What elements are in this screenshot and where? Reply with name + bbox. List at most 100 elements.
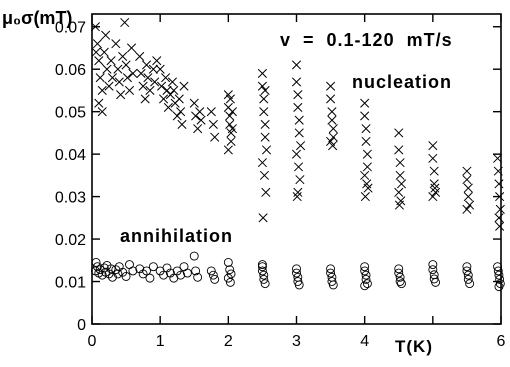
nucleation-point (148, 64, 158, 74)
nucleation-point (97, 107, 107, 117)
annihilation-point (208, 270, 218, 280)
nucleation-point (293, 102, 303, 112)
annihilation-point (395, 277, 405, 286)
nucleation-point (294, 115, 304, 125)
annihilation-point (328, 280, 338, 290)
nucleation-point (114, 77, 124, 87)
nucleation-point (176, 107, 186, 117)
x-tick-label: 0 (88, 333, 97, 350)
nucleation-point (179, 81, 189, 91)
nucleation-point (226, 136, 236, 146)
nucleation-point (361, 136, 371, 146)
annihilation-point (493, 262, 503, 272)
nucleation-point (258, 213, 268, 223)
annihilation-point (162, 263, 172, 273)
annihilation-annotation: annihilation (120, 226, 233, 246)
nucleation-point (327, 115, 337, 125)
nucleation-point (97, 85, 107, 95)
annihilation-point (495, 274, 505, 284)
nucleation-point (210, 132, 220, 142)
nucleation-point (360, 170, 370, 180)
nucleation-point (360, 98, 370, 108)
annihilation-point (326, 268, 336, 278)
nucleation-point (99, 47, 109, 57)
nucleation-point (493, 153, 503, 163)
nucleation-point (465, 200, 475, 210)
nucleation-point (225, 94, 235, 104)
nucleation-point (225, 119, 235, 129)
nucleation-point (162, 85, 172, 95)
annihilation-point (361, 274, 371, 284)
nucleation-point (428, 153, 438, 163)
annihilation-point (463, 274, 473, 284)
annihilation-point (191, 266, 201, 276)
nucleation-point (259, 107, 269, 117)
nucleation-point (193, 124, 203, 134)
nucleation-point (128, 68, 138, 79)
y-tick-label: 0.01 (55, 275, 86, 292)
x-tick-label: 2 (224, 333, 233, 350)
nucleation-point (104, 81, 114, 91)
y-axis-label: μ₀σ(mT) (2, 8, 72, 28)
annihilation-point (260, 279, 270, 289)
annihilation-point (225, 277, 235, 287)
nucleation-point (126, 43, 137, 53)
annihilation-point (360, 262, 370, 272)
nucleation-point (143, 73, 153, 83)
nucleation-point (161, 73, 171, 83)
nucleation-point (428, 141, 438, 151)
annihilation-point (106, 264, 116, 274)
nucleation-point (208, 119, 218, 129)
nucleation-point (136, 68, 146, 79)
nucleation-point (91, 47, 101, 57)
nucleation-point (196, 115, 206, 125)
nucleation-annotation: nucleation (352, 72, 452, 92)
annihilation-point (292, 268, 301, 278)
nucleation-point (150, 77, 160, 87)
annihilation-point (494, 270, 504, 280)
nucleation-point (363, 183, 373, 193)
nucleation-point (135, 51, 145, 62)
annihilation-point (462, 266, 472, 276)
nucleation-point (167, 77, 177, 87)
annihilation-point (428, 260, 438, 269)
nucleation-point (430, 183, 440, 193)
nucleation-point (260, 132, 270, 142)
nucleation-point (429, 166, 439, 176)
nucleation-point (141, 60, 152, 70)
nucleation-point (326, 94, 336, 104)
x-tick-label: 1 (156, 333, 165, 350)
nucleation-point (124, 85, 135, 95)
nucleation-point (189, 98, 199, 108)
nucleation-point (94, 56, 104, 66)
nucleation-point (495, 192, 505, 202)
nucleation-point (107, 73, 118, 83)
annihilation-point (159, 270, 169, 280)
annihilation-point (395, 272, 405, 282)
nucleation-point (291, 77, 302, 87)
annihilation-point (206, 266, 216, 276)
nucleation-point (92, 39, 103, 49)
annihilation-point (176, 270, 186, 280)
annihilation-point (428, 265, 438, 275)
annihilation-point (128, 266, 138, 276)
nucleation-point (152, 56, 162, 66)
nucleation-point (360, 111, 370, 121)
annihilation-point (360, 266, 370, 276)
nucleation-point (174, 94, 184, 104)
x-tick-label: 4 (360, 333, 369, 350)
nucleation-point (95, 73, 105, 83)
annihilation-point (165, 268, 175, 278)
nucleation-point (291, 149, 302, 159)
nucleation-point (362, 149, 372, 159)
nucleation-point (326, 81, 336, 91)
annihilation-point (257, 262, 267, 272)
annihilation-point (223, 273, 233, 283)
nucleation-point (362, 162, 372, 172)
nucleation-point (120, 17, 130, 28)
nucleation-point (395, 170, 405, 180)
nucleation-point (328, 141, 338, 151)
nucleation-point (94, 98, 104, 108)
nucleation-point (257, 68, 267, 79)
nucleation-point (360, 192, 370, 202)
